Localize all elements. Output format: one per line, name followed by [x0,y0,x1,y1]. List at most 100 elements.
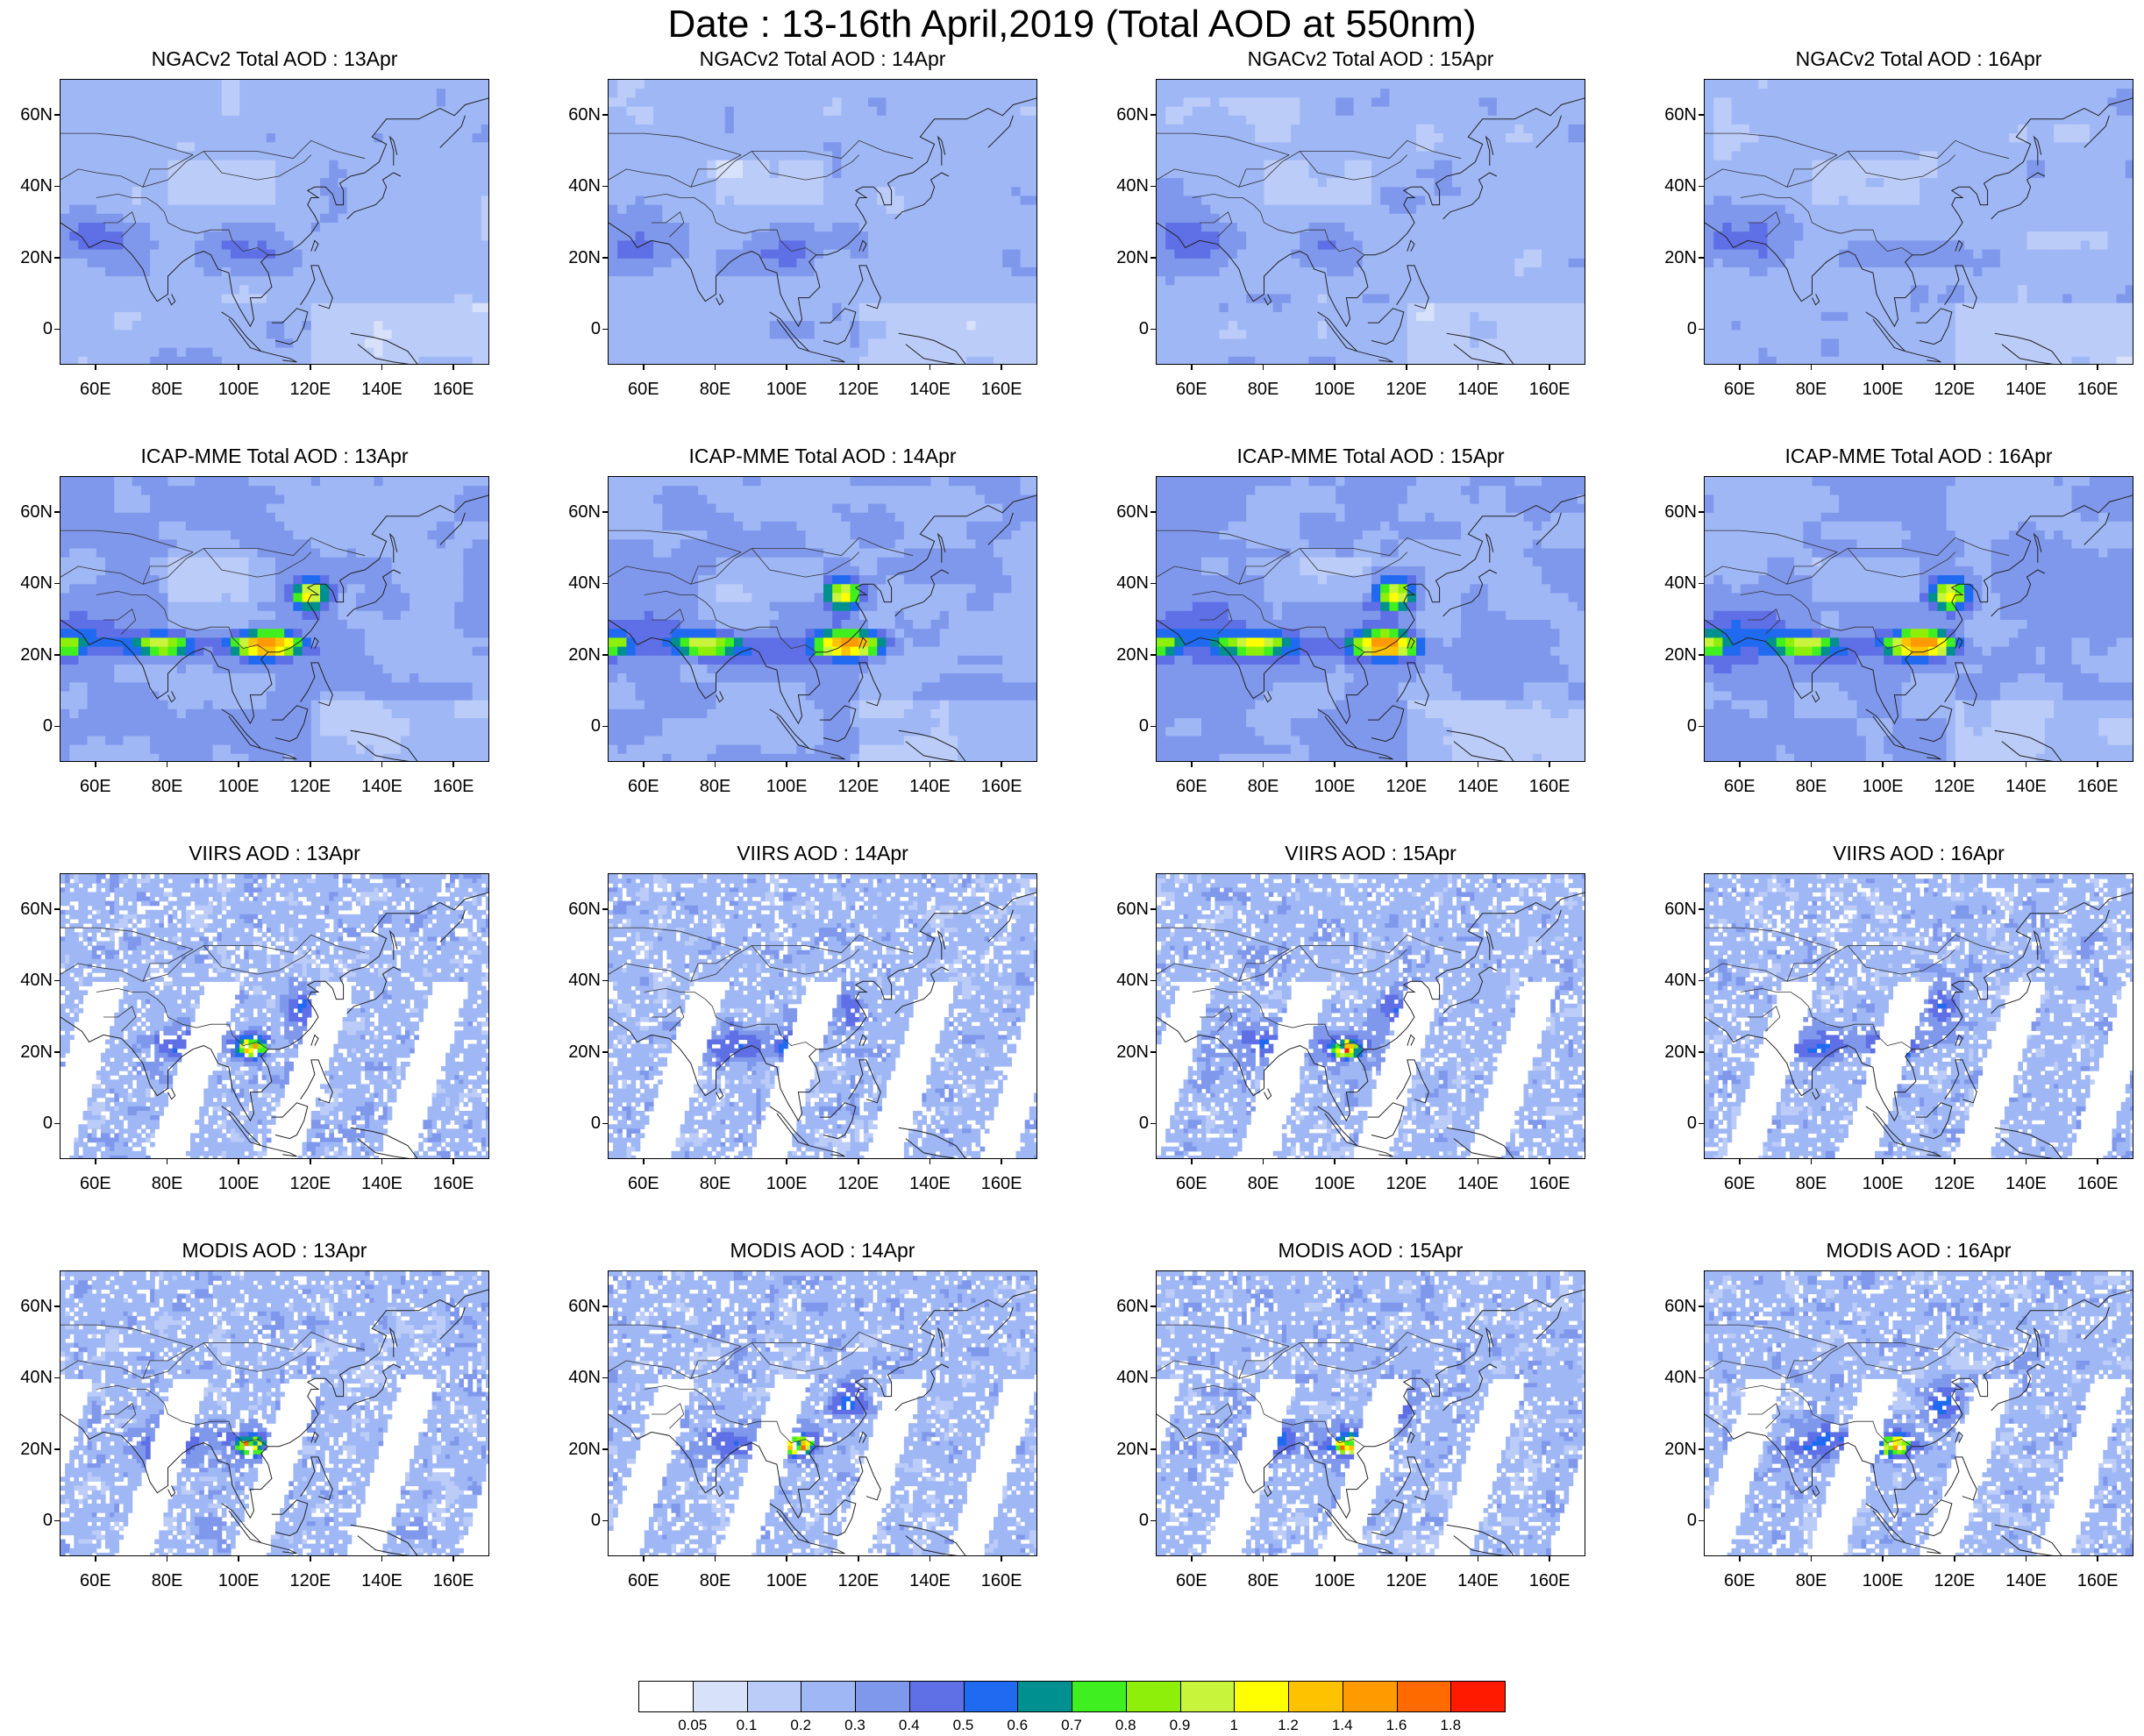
lon-tick [1191,1158,1193,1164]
lon-tick-label: 60E [617,1570,670,1591]
lon-tick-label: 100E [760,1173,813,1194]
lat-tick [54,1377,61,1378]
lon-tick-label: 80E [689,776,742,797]
panel-title: ICAP-MME Total AOD : 13Apr [60,443,489,469]
lon-tick [929,364,931,370]
lon-tick-label: 140E [1452,379,1505,400]
lat-tick [1150,654,1157,656]
lat-tick-label: 0 [1658,319,1697,338]
lon-tick [166,1158,168,1164]
lon-tick-label: 80E [689,1570,742,1591]
lon-tick-label: 100E [760,776,813,797]
lon-tick-label: 120E [284,1173,337,1194]
lon-tick-label: 120E [832,776,885,797]
lat-tick [602,1306,609,1307]
lat-tick-label: 60N [1110,105,1149,125]
lon-tick [1001,1555,1002,1562]
lat-tick [602,908,609,910]
panel-title: MODIS AOD : 15Apr [1156,1237,1585,1263]
lat-tick [1150,511,1157,513]
aod-field [609,1271,1036,1555]
panel-title: NGACv2 Total AOD : 14Apr [608,46,1037,72]
lat-tick-label: 60N [14,105,53,125]
map-panel: NGACv2 Total AOD : 14Apr 60N 40N 20N 0 60E 80E… [548,46,1039,414]
lon-tick [714,364,716,370]
lon-tick [2097,761,2098,767]
lon-tick-label: 80E [1237,1570,1290,1591]
lon-tick-label: 60E [69,379,122,400]
lon-tick-label: 60E [1165,379,1218,400]
lat-tick-label: 0 [562,716,601,736]
colorbar-label: 1 [1212,1717,1256,1734]
lon-tick-label: 120E [1380,379,1433,400]
lon-tick-label: 60E [69,1570,122,1591]
lat-tick [1699,654,1705,656]
lon-tick [2025,1555,2027,1562]
lon-tick-label: 100E [760,379,813,400]
lat-tick-label: 0 [1110,1113,1149,1133]
lat-tick [1699,185,1705,187]
lon-tick-label: 100E [212,776,265,797]
lat-tick [1150,979,1157,981]
lat-tick-label: 20N [562,248,601,267]
lat-tick-label: 60N [562,502,601,522]
colorbar-label: 1.2 [1266,1717,1310,1734]
lat-tick [54,1051,61,1053]
colorbar-swatch [746,1681,802,1712]
lon-tick-label: 160E [1523,776,1576,797]
aod-field [1705,80,2133,364]
lon-tick [1954,1158,1955,1164]
panel-title: VIIRS AOD : 15Apr [1156,840,1585,866]
lat-tick-label: 40N [1658,1368,1697,1387]
lat-tick [1150,257,1157,259]
lon-tick-label: 160E [975,1570,1028,1591]
lat-tick [602,979,609,981]
lat-tick-label: 0 [562,1511,601,1530]
lon-tick [1739,364,1741,370]
lon-tick [929,1555,931,1562]
colorbar-swatch [1125,1681,1181,1712]
lon-tick [643,761,645,767]
lat-tick-label: 20N [14,248,53,267]
map-area [1704,79,2133,365]
panel-title: VIIRS AOD : 16Apr [1704,840,2133,866]
lat-tick-label: 40N [1110,573,1149,593]
lat-tick [1699,979,1705,981]
colorbar-swatch [855,1681,910,1712]
lat-tick-label: 20N [1110,248,1149,267]
colorbar-swatch [1450,1681,1506,1712]
lat-tick-label: 60N [1658,105,1697,125]
lon-tick [858,761,859,767]
lat-tick [1699,582,1705,584]
map-area [60,1270,489,1556]
lon-tick [310,1555,311,1562]
lon-tick [1549,761,1550,767]
lat-tick-label: 60N [14,502,53,522]
aod-field [609,477,1036,761]
lat-tick [54,582,61,584]
lon-tick-label: 140E [356,1570,409,1591]
map-area [608,1270,1037,1556]
lat-tick [54,725,61,727]
colorbar-swatch [1017,1681,1072,1712]
lon-tick-label: 60E [1713,776,1766,797]
lon-tick-label: 120E [832,1173,885,1194]
lon-tick-label: 60E [1713,1570,1766,1591]
lon-tick-label: 100E [1856,379,1909,400]
lon-tick-label: 100E [1308,776,1361,797]
map-area [1156,476,1585,762]
lon-tick [2025,761,2027,767]
lon-tick-label: 160E [975,379,1028,400]
lon-tick [166,1555,168,1562]
map-panel: MODIS AOD : 16Apr 60N 40N 20N 0 60E 80E 100E 120… [1644,1237,2135,1605]
lon-tick-label: 100E [212,379,265,400]
map-area [60,873,489,1159]
lon-tick-label: 60E [617,1173,670,1194]
lat-tick-label: 60N [1110,1297,1149,1316]
lon-tick-label: 140E [904,776,957,797]
map-panel: VIIRS AOD : 16Apr 60N 40N 20N 0 60E 80E 100E 120… [1644,840,2135,1208]
lon-tick [238,761,239,767]
colorbar-swatch [963,1681,1019,1712]
colorbar-label: 0.7 [1050,1717,1093,1734]
colorbar-swatch [1396,1681,1452,1712]
